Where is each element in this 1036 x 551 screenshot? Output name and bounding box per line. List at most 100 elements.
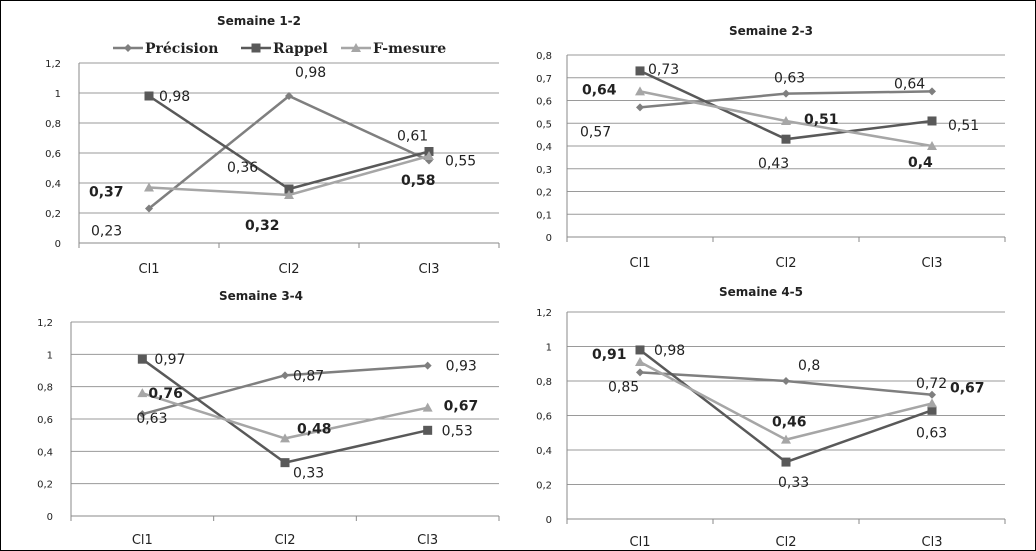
data-point (285, 92, 293, 100)
series-line (639, 348, 933, 464)
data-label: 0,53 (442, 423, 473, 439)
legend-entry: Précision (145, 41, 218, 57)
y-tick-label: 0,2 (536, 481, 552, 492)
data-point (635, 345, 645, 355)
y-tick-label: 1 (55, 89, 61, 100)
data-point (636, 103, 644, 112)
y-tick-label: 0,6 (45, 149, 61, 160)
data-label: 0,36 (227, 160, 258, 176)
chart-title: Semaine 2-3 (729, 24, 813, 38)
series-line (141, 391, 428, 440)
chart-panel-semaine-2-3: 0 0,1 0,2 0,3 0,4 0,5 0,6 0,7 0,8 Cl1 Cl2 Cl3 Semain… (536, 24, 1006, 271)
chart-title: Semaine 1-2 (217, 14, 301, 28)
data-point (781, 434, 791, 444)
x-category-label: Cl1 (139, 262, 160, 277)
data-point (782, 377, 790, 385)
data-point (145, 204, 153, 213)
data-point (781, 134, 791, 144)
data-point (144, 182, 154, 192)
data-label: 0,58 (401, 173, 436, 189)
data-label: 0,67 (444, 399, 479, 415)
data-point (781, 115, 791, 125)
data-label: 0,98 (295, 65, 326, 81)
data-label: 0,76 (148, 386, 183, 402)
chart-title: Semaine 4-5 (719, 286, 803, 299)
data-label: 0,43 (758, 156, 789, 172)
series-rappel (635, 345, 937, 467)
series-f-mesure (635, 86, 937, 150)
data-point (782, 89, 790, 98)
x-category-label: Cl2 (776, 535, 797, 550)
series-f-mesure (635, 357, 937, 444)
y-tick-label: 0,8 (45, 119, 61, 130)
data-point (635, 86, 645, 96)
data-label: 0,33 (778, 475, 809, 491)
legend-marker (251, 43, 261, 53)
legend-marker (124, 44, 132, 52)
x-category-label: Cl3 (922, 256, 943, 271)
y-tick-label: 0,7 (536, 74, 552, 85)
data-point (281, 371, 289, 380)
data-point (928, 87, 936, 96)
y-tick-label: 0,6 (536, 97, 552, 108)
data-label: 0,98 (654, 343, 685, 359)
data-label: 0,64 (582, 82, 617, 98)
data-point (635, 357, 645, 367)
data-point (137, 354, 147, 364)
y-tick-label: 0,4 (536, 446, 552, 457)
y-tick-label: 0,4 (536, 142, 552, 153)
x-category-label: Cl3 (922, 535, 943, 550)
legend-entry: Rappel (273, 41, 328, 57)
y-tick-label: 0 (47, 512, 53, 523)
data-label: 0,46 (772, 415, 807, 431)
y-tick-label: 0 (546, 233, 552, 244)
chart-panel-semaine-1-2: 0 0,2 0,4 0,6 0,8 1 1,2 Cl1 Cl2 Cl3 Semaine 1-2 0,2… (45, 14, 500, 277)
y-tick-label: 0,1 (536, 210, 552, 221)
data-label: 0,63 (774, 71, 805, 87)
chart-panel-semaine-4-5: 0 0,2 0,4 0,6 0,8 1 1,2 Cl1 Cl2 Cl3 Semaine 4-5 0,8… (536, 286, 1006, 550)
data-label: 0,57 (580, 124, 611, 140)
data-label: 0,93 (446, 359, 477, 375)
y-tick-label: 1 (47, 350, 53, 361)
y-tick-label: 0,2 (37, 480, 53, 491)
legend: Précision Rappel F-mesure (113, 41, 446, 57)
y-tick-label: 0,8 (536, 377, 552, 388)
data-point (927, 398, 937, 408)
data-label: 0,8 (798, 358, 820, 374)
series-pr-cision (636, 87, 936, 112)
x-category-label: Cl1 (630, 256, 651, 271)
y-tick-label: 0,6 (37, 415, 53, 426)
data-point (927, 405, 937, 415)
x-category-label: Cl3 (417, 533, 438, 548)
chart-title: Semaine 3-4 (219, 289, 303, 303)
y-tick-label: 0,8 (536, 51, 552, 62)
y-tick-label: 0,6 (536, 412, 552, 423)
data-label: 0,98 (159, 89, 190, 105)
x-category-label: Cl2 (275, 533, 296, 548)
data-point (280, 433, 290, 443)
legend-entry: F-mesure (373, 41, 446, 57)
data-label: 0,64 (894, 76, 925, 92)
series-rappel (635, 66, 937, 144)
y-tick-label: 0,5 (536, 119, 552, 130)
data-label: 0,4 (908, 155, 933, 171)
y-tick-label: 1 (546, 343, 552, 354)
data-label: 0,87 (293, 368, 324, 384)
x-category-label: Cl1 (630, 535, 651, 550)
series-pr-cision (636, 368, 936, 399)
data-point (138, 410, 147, 419)
data-point (424, 151, 434, 160)
y-tick-label: 0 (55, 239, 61, 250)
data-label: 0,61 (397, 129, 428, 145)
x-category-label: Cl2 (279, 262, 300, 277)
data-label: 0,51 (804, 112, 839, 128)
data-point (137, 388, 148, 398)
y-tick-label: 1,2 (37, 318, 53, 329)
y-tick-label: 0,8 (37, 383, 53, 394)
series-f-mesure (137, 388, 433, 443)
chart-panel-semaine-3-4: 0 0,2 0,4 0,6 0,8 1 1,2 Cl1 Cl2 Cl3 Semaine 3-4 0,6… (37, 289, 500, 548)
data-point (928, 390, 936, 399)
data-point (927, 116, 937, 126)
data-point (144, 91, 154, 101)
